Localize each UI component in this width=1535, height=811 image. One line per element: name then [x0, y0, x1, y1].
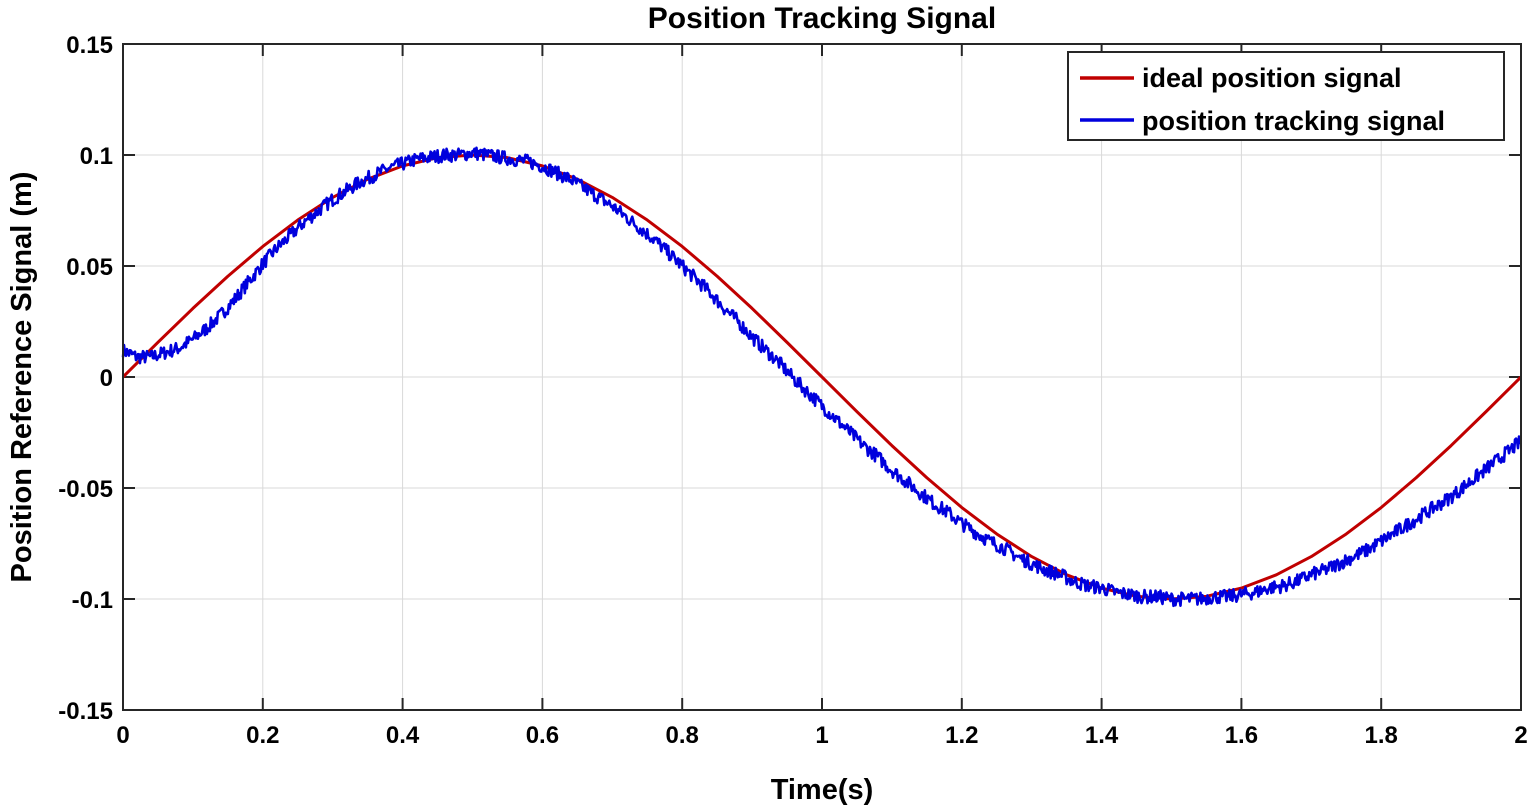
plot-frame — [122, 43, 1522, 711]
legend-label-ideal: ideal position signal — [1142, 63, 1402, 93]
y-tick-label: 0.1 — [80, 143, 113, 170]
x-tick-label: 1.2 — [945, 722, 978, 749]
x-tick-label: 2 — [1514, 722, 1527, 749]
y-tick-label: 0.15 — [66, 32, 113, 59]
x-tick-label: 0.6 — [526, 722, 559, 749]
legend-label-tracking: position tracking signal — [1142, 106, 1445, 136]
y-tick-label: 0 — [100, 365, 113, 392]
x-tick-label: 0.4 — [386, 722, 420, 749]
x-tick-label: 0 — [116, 722, 129, 749]
legend-box — [1067, 51, 1505, 141]
x-tick-label: 1.8 — [1365, 722, 1398, 749]
x-tick-label: 1 — [815, 722, 828, 749]
series-line-tracking — [121, 146, 1523, 608]
x-tick-label: 1.4 — [1085, 722, 1119, 749]
y-tick-labels: 0.15 0.1 0.05 0 -0.05 -0.1 -0.15 — [58, 32, 113, 725]
series-layer — [121, 146, 1523, 608]
y-tick-label: -0.15 — [58, 698, 113, 725]
x-tick-label: 0.8 — [666, 722, 699, 749]
chart-title: Position Tracking Signal — [648, 2, 996, 35]
y-tick-label: 0.05 — [66, 254, 113, 281]
legend: ideal position signal position tracking … — [1067, 51, 1505, 141]
y-tick-label: -0.05 — [58, 476, 113, 503]
x-tick-label: 1.6 — [1225, 722, 1258, 749]
y-tick-label: -0.1 — [72, 587, 113, 614]
x-tick-labels: 0 0.2 0.4 0.6 0.8 1 1.2 1.4 1.6 1.8 2 — [116, 722, 1527, 749]
x-axis-label: Time(s) — [771, 774, 874, 806]
x-tick-label: 0.2 — [246, 722, 279, 749]
y-axis-label: Position Reference Signal (m) — [6, 172, 38, 583]
